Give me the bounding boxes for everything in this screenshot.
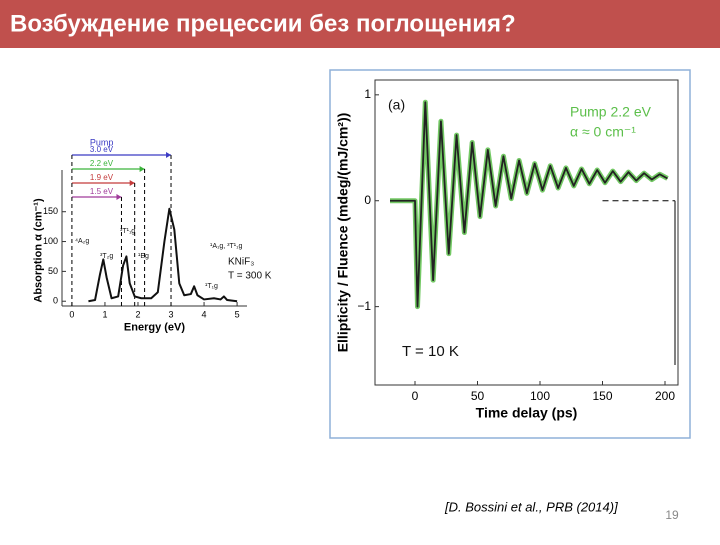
x-axis-label: Energy (eV) (124, 322, 185, 334)
annotation: (a) (388, 97, 405, 113)
annotation: ³T¹₁g (120, 228, 135, 235)
annotation: ¹T₁g (205, 283, 218, 290)
annotation: KNiF₃ (228, 257, 254, 268)
x-tick-label: 0 (412, 389, 419, 403)
y-tick-label: 0 (53, 296, 58, 306)
arrow-head (166, 152, 172, 158)
x-tick-label: 2 (135, 309, 140, 319)
plot-area (374, 79, 679, 386)
arrow-head (129, 180, 135, 186)
y-axis-label: Ellipticity / Fluence (mdeg/(mJ/cm²)) (335, 113, 351, 353)
x-tick-label: 100 (530, 389, 550, 403)
pump-title: Pump (90, 137, 114, 147)
arrow-head (139, 166, 145, 172)
curve (390, 101, 668, 308)
slide-title: Возбуждение прецессии без поглощения? (10, 10, 516, 37)
page-number: 19 (665, 508, 679, 522)
annotation: T = 10 K (402, 343, 459, 360)
plot-area (62, 195, 247, 306)
annotation: Pump 2.2 eV (570, 104, 652, 120)
y-tick-label: 0 (364, 193, 371, 207)
x-tick-label: 1 (102, 309, 107, 319)
annotation: ⁴A₂g (75, 238, 89, 245)
x-tick-label: 3 (169, 309, 174, 319)
y-tick-label: 150 (43, 206, 58, 216)
annotation: ³T₂g (100, 253, 113, 260)
annotation: α ≈ 0 cm⁻¹ (570, 124, 636, 140)
pump-label: 3.0 eV (90, 145, 114, 154)
citation: [D. Bossini et al., PRB (2014)] (444, 499, 618, 514)
figure-frame (329, 69, 691, 439)
pump-label: 1.9 eV (90, 173, 114, 182)
x-tick-label: 200 (655, 389, 675, 403)
title-bar (0, 0, 720, 48)
x-tick-label: 5 (235, 309, 240, 319)
y-axis-label: Absorption α (cm⁻¹) (33, 198, 45, 303)
y-tick-label: −1 (357, 299, 371, 313)
x-tick-label: 150 (592, 389, 612, 403)
x-tick-label: 4 (202, 309, 207, 319)
arrow-head (116, 194, 122, 200)
y-tick-label: 1 (364, 87, 371, 101)
curve (88, 207, 238, 303)
x-axis-label: Time delay (ps) (476, 405, 578, 421)
pump-label: 1.5 eV (90, 187, 114, 196)
y-tick-label: 50 (48, 266, 58, 276)
x-tick-label: 50 (471, 389, 485, 403)
annotation: ¹Eg (138, 253, 149, 260)
x-tick-label: 0 (69, 309, 74, 319)
pump-label: 2.2 eV (90, 159, 114, 168)
annotation: ¹A₁g, ³T¹₁g (210, 243, 242, 250)
y-tick-label: 100 (43, 236, 58, 246)
annotation: T = 300 K (228, 271, 272, 282)
